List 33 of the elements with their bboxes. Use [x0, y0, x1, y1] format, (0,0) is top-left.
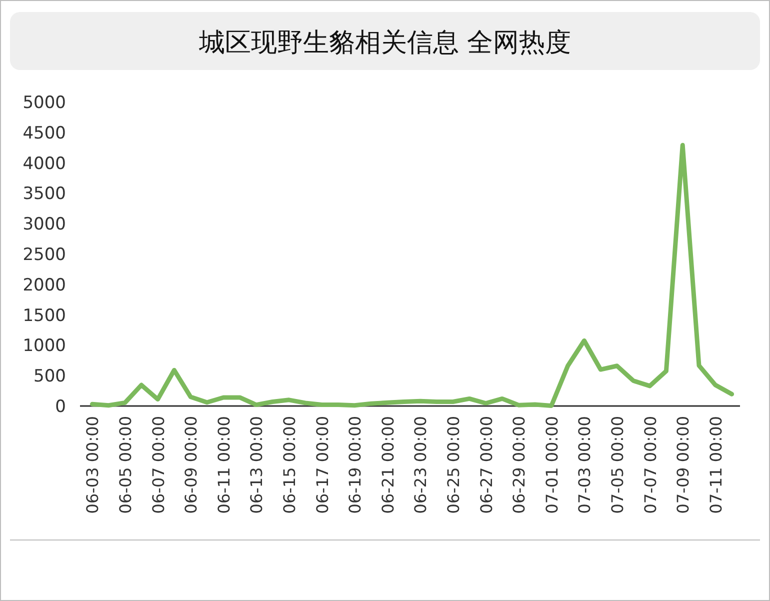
x-tick-label: 06-23 00:00 [411, 416, 430, 514]
x-tick-label: 06-09 00:00 [182, 416, 201, 514]
x-tick-label: 06-17 00:00 [312, 416, 332, 514]
x-tick-label: 06-03 00:00 [83, 416, 102, 514]
y-tick-label: 2500 [22, 245, 66, 265]
x-tick-label: 06-05 00:00 [116, 416, 135, 514]
y-tick-label: 5000 [22, 93, 66, 113]
x-tick-label: 06-25 00:00 [444, 416, 463, 514]
x-tick-label: 07-05 00:00 [608, 416, 627, 514]
x-tick-label: 06-19 00:00 [346, 416, 365, 514]
x-tick-label: 07-07 00:00 [640, 416, 660, 514]
y-tick-label: 1000 [22, 336, 66, 356]
x-tick-label: 06-07 00:00 [148, 416, 168, 514]
x-tick-label: 06-27 00:00 [476, 416, 496, 514]
x-tick-label: 06-21 00:00 [378, 416, 398, 514]
x-tick-label: 07-11 00:00 [706, 416, 726, 514]
y-tick-label: 500 [34, 366, 66, 387]
y-tick-label: 3000 [22, 214, 66, 235]
y-tick-label: 4500 [22, 123, 66, 144]
x-tick-label: 07-03 00:00 [575, 416, 594, 514]
chart-title: 城区现野生貉相关信息 全网热度 [198, 28, 572, 58]
x-tick-label: 06-29 00:00 [510, 416, 529, 514]
x-tick-label: 07-01 00:00 [542, 416, 562, 514]
y-tick-label: 1500 [22, 306, 66, 326]
line-series [90, 142, 734, 408]
x-tick-label: 06-13 00:00 [247, 416, 266, 514]
x-tick-label: 06-11 00:00 [214, 416, 234, 514]
y-tick-label: 0 [55, 397, 66, 417]
x-tick-label: 06-15 00:00 [280, 416, 299, 514]
y-tick-label: 4000 [22, 154, 66, 174]
x-tick-label: 07-09 00:00 [674, 416, 693, 514]
y-tick-label: 3500 [22, 184, 66, 204]
y-tick-label: 2000 [22, 275, 66, 296]
